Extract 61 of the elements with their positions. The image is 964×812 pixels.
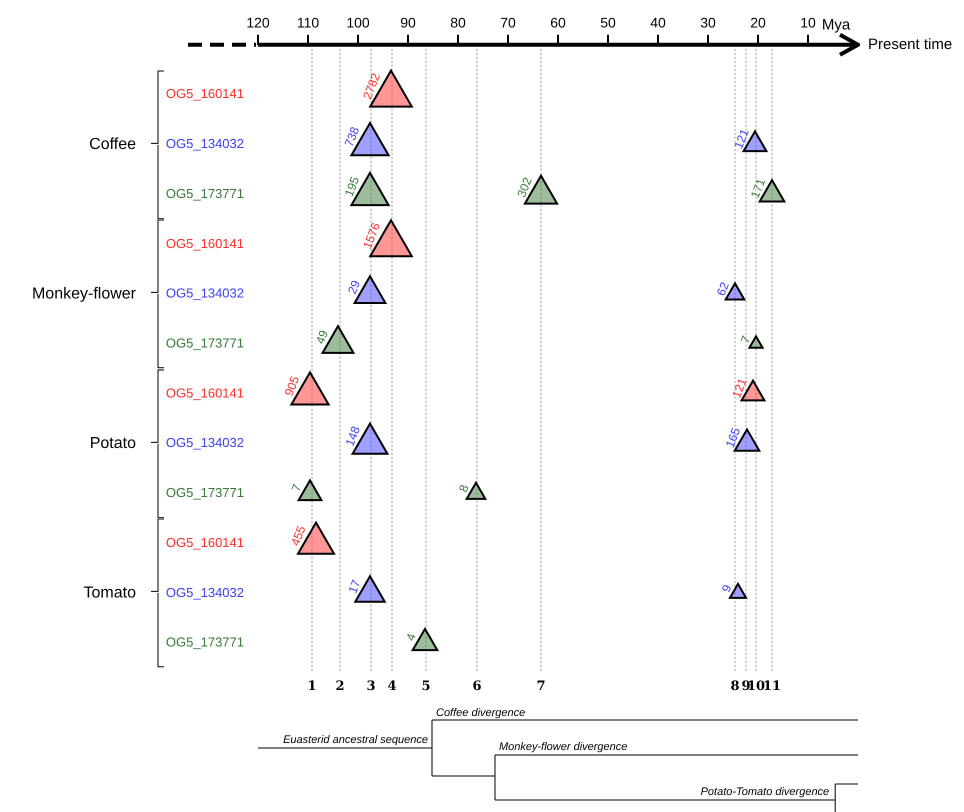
text: 6 bbox=[472, 678, 482, 694]
x-tick-label: 20 bbox=[750, 14, 766, 30]
text: 5 bbox=[421, 678, 431, 694]
annotation: 62 bbox=[714, 280, 732, 298]
y-tick-label: OG5_134032 bbox=[166, 136, 244, 152]
annotation: 121 bbox=[729, 376, 750, 400]
annotation: 8 bbox=[456, 482, 472, 494]
text: 3 bbox=[366, 678, 376, 694]
annotation: 4 bbox=[403, 631, 419, 643]
text: Monkey-flower bbox=[32, 285, 137, 302]
annotation: 7 bbox=[738, 334, 754, 346]
x-tick-label: 110 bbox=[296, 14, 320, 30]
x-tick-label: 80 bbox=[450, 14, 466, 30]
y-tick-label: OG5_134032 bbox=[166, 584, 244, 600]
x-tick-label: 10 bbox=[800, 14, 816, 30]
text: 7 bbox=[536, 678, 546, 694]
x-tick-label: 30 bbox=[700, 14, 716, 30]
tree-diagram: Euasterid ancestral sequence Coffee divergence Monkey-flower divergence Potato-Tomato divergence bbox=[8, 708, 956, 812]
y-tick-label: OG5_160141 bbox=[166, 236, 244, 251]
y-tick-label: OG5_160141 bbox=[166, 86, 244, 102]
annotation: 49 bbox=[313, 328, 332, 346]
annotation: 9 bbox=[718, 582, 735, 594]
x-tick-label: 120 bbox=[246, 14, 270, 30]
annotation: 738 bbox=[342, 124, 362, 149]
y-tick-label: OG5_134032 bbox=[166, 435, 244, 450]
y-tick-label: OG5_160141 bbox=[166, 534, 244, 550]
y-tick-label: OG5_173771 bbox=[166, 336, 244, 351]
x-tick-label: 50 bbox=[600, 14, 616, 30]
y-tick-label: OG5_173771 bbox=[166, 485, 244, 500]
annotation: 148 bbox=[342, 424, 363, 448]
text: 1 bbox=[307, 678, 317, 694]
text: 8 bbox=[730, 678, 740, 694]
text: 4 bbox=[387, 678, 397, 694]
y-tick-label: OG5_173771 bbox=[166, 634, 244, 650]
text: 9 bbox=[741, 678, 751, 694]
annotation: 2782 bbox=[360, 70, 384, 102]
x-tick-label: 70 bbox=[500, 14, 516, 30]
annotation: 29 bbox=[345, 278, 364, 296]
text: Present time bbox=[868, 36, 952, 53]
x-tick-label: 40 bbox=[650, 14, 666, 30]
text: Tomato bbox=[84, 584, 136, 602]
annotation: 195 bbox=[342, 174, 362, 198]
annotation: 905 bbox=[282, 374, 302, 398]
text: Potato bbox=[90, 435, 136, 452]
y-tick-label: OG5_134032 bbox=[166, 286, 244, 301]
annotation: 7 bbox=[288, 482, 304, 494]
x-axis-title: Mya bbox=[822, 16, 851, 34]
y-tick-label: OG5_160141 bbox=[166, 385, 244, 400]
annotation: 165 bbox=[722, 426, 744, 450]
annotation: 17 bbox=[345, 577, 364, 596]
annotation: 302 bbox=[514, 175, 535, 200]
x-tick-label: 90 bbox=[400, 14, 416, 30]
text: Coffee bbox=[89, 136, 136, 153]
x-tick-label: 100 bbox=[346, 14, 370, 30]
annotation: 171 bbox=[748, 176, 768, 200]
text: 2 bbox=[335, 678, 345, 694]
annotation: 455 bbox=[288, 524, 309, 548]
annotation: 1576 bbox=[360, 220, 384, 251]
y-tick-label: OG5_173771 bbox=[166, 186, 244, 201]
x-tick-label: 60 bbox=[550, 14, 566, 30]
annotation: 121 bbox=[731, 126, 752, 151]
